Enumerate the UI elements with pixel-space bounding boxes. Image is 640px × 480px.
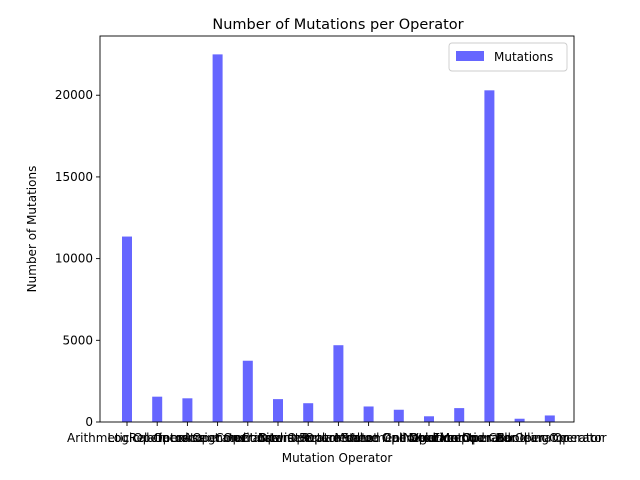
bar bbox=[514, 418, 525, 422]
x-tick-label: Constant Replacement Operator bbox=[241, 431, 435, 445]
x-tick-label: Return Value Operator bbox=[302, 431, 436, 445]
chart-title: Number of Mutations per Operator bbox=[212, 17, 463, 33]
x-axis-label: Mutation Operator bbox=[282, 451, 393, 465]
legend-swatch bbox=[456, 51, 484, 61]
x-tick-label: Boolean Operator bbox=[497, 431, 603, 445]
bar bbox=[242, 360, 253, 422]
plot-area-frame bbox=[99, 35, 575, 423]
y-tick-label: 20000 bbox=[55, 88, 93, 102]
bar bbox=[333, 345, 344, 422]
x-tick-label: Increment Operator bbox=[158, 431, 277, 445]
x-tick-label: Relational Operator bbox=[129, 431, 246, 445]
bar bbox=[152, 396, 163, 422]
y-axis-label: Number of Mutations bbox=[25, 166, 39, 293]
x-tick-label: Negation Operator bbox=[403, 431, 515, 445]
bar bbox=[273, 399, 283, 422]
bar bbox=[484, 90, 495, 422]
bar bbox=[454, 408, 465, 422]
y-tick-label: 10000 bbox=[55, 252, 93, 266]
x-tick-label: Void Method Call Operator bbox=[410, 431, 568, 445]
x-tick-label: Exception Handling Operator bbox=[433, 431, 607, 445]
bar bbox=[122, 236, 132, 422]
bar bbox=[303, 403, 314, 422]
x-tick-label: Arithmetic Operator bbox=[67, 431, 187, 445]
x-tick-label: Assignment Operator bbox=[184, 431, 312, 445]
legend-label: Mutations bbox=[494, 50, 553, 64]
bar bbox=[424, 416, 434, 422]
bar bbox=[393, 409, 404, 422]
x-tick-label: Conditional Operator bbox=[215, 431, 341, 445]
y-tick-label: 15000 bbox=[55, 170, 93, 184]
y-tick-label: 0 bbox=[85, 415, 93, 429]
legend: Mutations bbox=[448, 42, 568, 72]
x-tick-label: Method Call Operator bbox=[334, 431, 463, 445]
bar bbox=[363, 406, 374, 422]
x-tick-label: Statement Deletion Operator bbox=[342, 431, 517, 445]
bars-group bbox=[122, 54, 555, 422]
x-tick-label: Logical Operator bbox=[107, 431, 207, 445]
x-tick-label: Bitwise Operator bbox=[258, 431, 359, 445]
y-tick-label: 5000 bbox=[62, 333, 93, 347]
bar bbox=[182, 398, 193, 422]
y-tick-labels: 0 5000 10000 15000 20000 bbox=[55, 88, 100, 429]
bar bbox=[212, 54, 223, 422]
bar bbox=[544, 415, 555, 422]
legend-frame bbox=[448, 42, 568, 72]
